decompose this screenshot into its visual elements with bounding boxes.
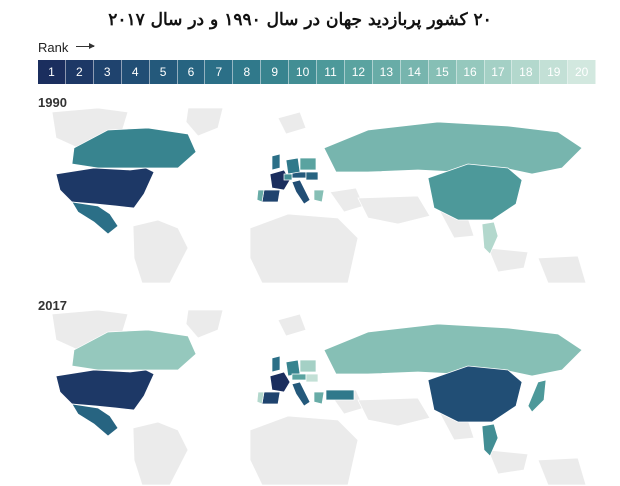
- country-russia: [323, 121, 583, 175]
- legend-rank-15: 15: [428, 60, 457, 84]
- country-united-kingdom: [271, 355, 281, 373]
- legend-rank-17: 17: [484, 60, 513, 84]
- country-france: [269, 371, 291, 393]
- country-canada: [71, 329, 197, 371]
- country-greece: [313, 189, 325, 203]
- land-background: [51, 310, 587, 485]
- country-canada: [71, 127, 197, 169]
- land-region: [249, 213, 359, 283]
- legend-rank-18: 18: [512, 60, 541, 84]
- country-china: [427, 163, 523, 221]
- legend-rank-3: 3: [93, 60, 122, 84]
- legend-rank-5: 5: [149, 60, 178, 84]
- country-united-states: [55, 167, 155, 209]
- country-portugal: [256, 189, 265, 203]
- legend-rank-4: 4: [121, 60, 150, 84]
- rank-label: Rank: [38, 40, 69, 55]
- legend-rank-7: 7: [205, 60, 234, 84]
- legend-rank-13: 13: [372, 60, 401, 84]
- country-thailand: [481, 221, 499, 255]
- legend-rank-19: 19: [540, 60, 569, 84]
- country-poland: [299, 157, 317, 171]
- country-austria: [291, 373, 307, 381]
- country-italy: [291, 179, 311, 205]
- land-region: [537, 457, 587, 485]
- land-region: [249, 415, 359, 485]
- land-region: [132, 219, 189, 283]
- world-map-2017: [51, 310, 587, 485]
- country-mexico: [71, 403, 119, 437]
- country-mexico: [71, 201, 119, 235]
- land-region: [185, 108, 224, 137]
- country-poland: [299, 359, 317, 373]
- rank-color-legend: 1 2 3 4 5 6 7 8 9 10 11 12 13 14 15 16 17 18 19 20: [38, 60, 597, 84]
- legend-rank-9: 9: [261, 60, 290, 84]
- country-united-kingdom: [271, 153, 281, 171]
- rank-arrow-icon: [76, 43, 95, 49]
- country-japan: [527, 379, 547, 413]
- land-region: [487, 247, 529, 273]
- country-thailand: [481, 423, 499, 457]
- year-label-2017: 2017: [38, 298, 67, 313]
- country-turkey: [325, 389, 355, 401]
- land-region: [132, 421, 189, 485]
- country-spain: [261, 391, 281, 405]
- land-region: [537, 255, 587, 283]
- legend-rank-16: 16: [456, 60, 485, 84]
- country-italy: [291, 381, 311, 407]
- country-spain: [261, 189, 281, 203]
- legend-rank-10: 10: [289, 60, 318, 84]
- year-label-1990: 1990: [38, 95, 67, 110]
- land-region: [185, 310, 224, 339]
- country-germany: [285, 359, 301, 377]
- legend-rank-20: 20: [568, 60, 597, 84]
- world-map-1990: [51, 108, 587, 283]
- country-greece: [313, 391, 325, 405]
- map-title: ۲۰ کشور پربازدید جهان در سال ۱۹۹۰ و در س…: [108, 10, 492, 30]
- land-region: [277, 313, 307, 337]
- land-region: [357, 195, 431, 225]
- country-hungary: [305, 171, 319, 181]
- country-hungary: [305, 373, 319, 383]
- legend-rank-8: 8: [233, 60, 262, 84]
- country-china: [427, 365, 523, 423]
- country-united-states: [55, 369, 155, 411]
- legend-rank-1: 1: [38, 60, 66, 84]
- legend-rank-12: 12: [344, 60, 373, 84]
- legend-rank-11: 11: [317, 60, 345, 84]
- country-switzerland: [283, 173, 293, 181]
- land-background: [51, 108, 587, 283]
- land-region: [277, 111, 307, 135]
- country-russia: [323, 323, 583, 377]
- country-germany: [285, 157, 301, 175]
- country-portugal: [256, 391, 265, 405]
- land-region: [357, 397, 431, 427]
- legend-rank-2: 2: [65, 60, 94, 84]
- land-region: [487, 449, 529, 475]
- legend-rank-6: 6: [177, 60, 206, 84]
- legend-rank-14: 14: [400, 60, 429, 84]
